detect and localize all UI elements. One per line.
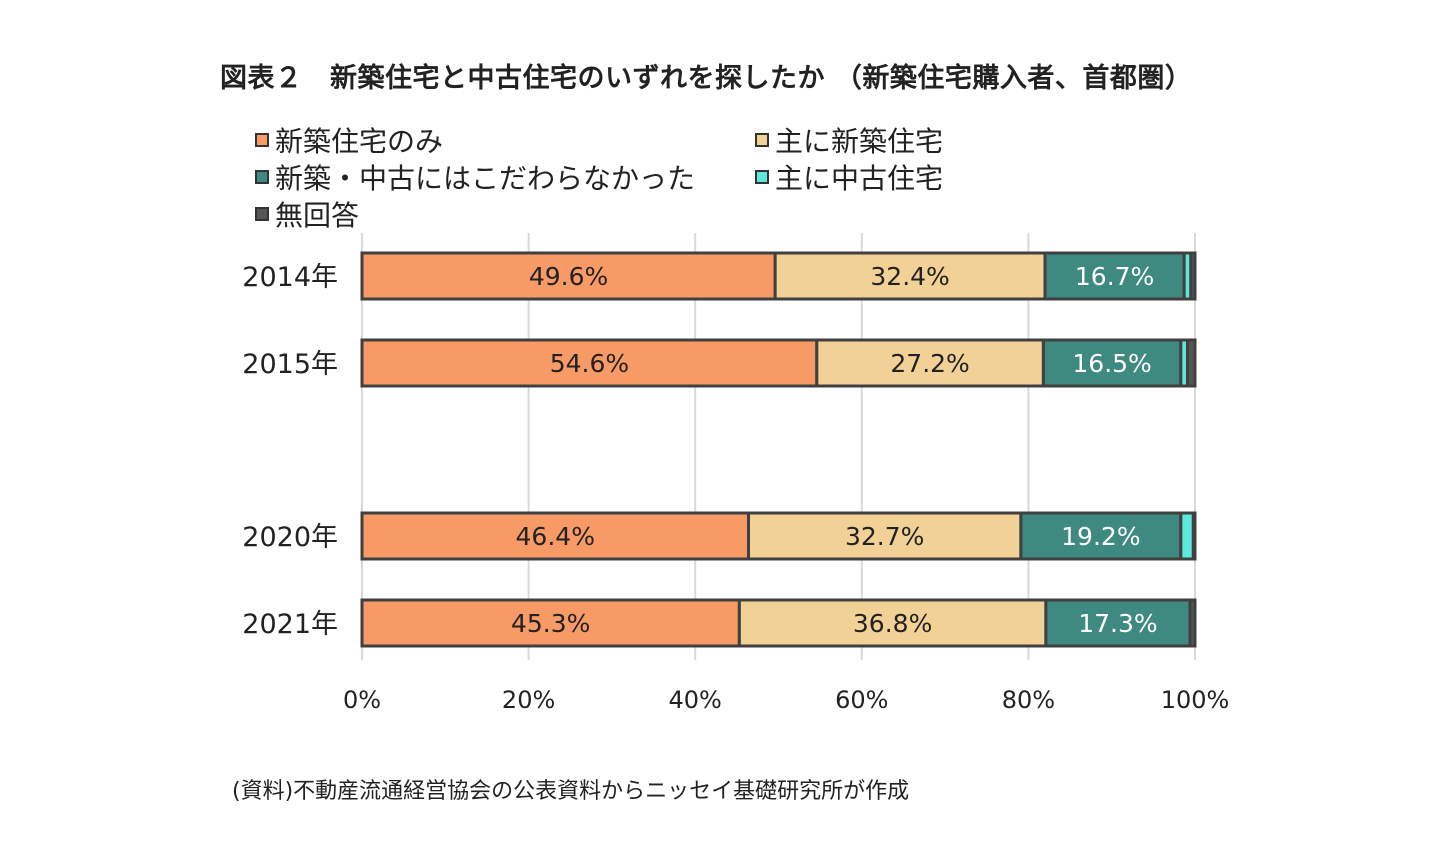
bar-segment xyxy=(1186,338,1197,388)
legend-swatch-mainly-shinchiku xyxy=(755,133,769,147)
category-label: 2021年 xyxy=(242,609,338,640)
bar-segment xyxy=(360,338,819,388)
legend-swatch-mainly-chuko xyxy=(755,170,769,184)
legend-label-no-answer: 無回答 xyxy=(275,199,360,232)
category-label: 2014年 xyxy=(242,262,338,293)
bar-segment xyxy=(360,598,741,648)
data-label: 49.6% xyxy=(529,262,608,291)
data-label: 32.7% xyxy=(845,522,924,551)
x-tick-label: 100% xyxy=(1161,686,1230,714)
data-label: 19.2% xyxy=(1061,522,1140,551)
bar-segment xyxy=(1191,511,1197,561)
category-label: 2020年 xyxy=(242,522,338,553)
legend-swatch-shinchiku-only xyxy=(255,133,269,147)
legend-label-mainly-chuko: 主に中古住宅 xyxy=(775,162,944,195)
data-label: 16.7% xyxy=(1075,262,1154,291)
data-label: 27.2% xyxy=(890,349,969,378)
legend-label-no-preference: 新築・中古にはこだわらなかった xyxy=(275,162,696,195)
legend-item-mainly-chuko: 主に中古住宅 xyxy=(755,157,943,197)
x-tick-label: 20% xyxy=(502,686,555,714)
bar-segment xyxy=(747,511,1023,561)
data-label: 32.4% xyxy=(870,262,949,291)
bar-segment xyxy=(360,511,751,561)
data-label: 36.8% xyxy=(853,609,932,638)
bar-segment xyxy=(1043,251,1186,301)
data-label: 45.3% xyxy=(511,609,590,638)
data-label: 46.4% xyxy=(516,522,595,551)
legend-item-shinchiku-only: 新築住宅のみ xyxy=(255,120,443,160)
category-label: 2015年 xyxy=(242,349,338,380)
bar-segment xyxy=(1019,511,1183,561)
legend-swatch-no-preference xyxy=(255,170,269,184)
legend-label-mainly-shinchiku: 主に新築住宅 xyxy=(775,125,944,158)
bar-segment xyxy=(360,251,777,301)
bar-segment xyxy=(1041,338,1183,388)
legend: 新築住宅のみ 主に新築住宅 新築・中古にはこだわらなかった 主に中古住宅 無回答 xyxy=(255,120,1015,232)
bar-segment xyxy=(737,598,1048,648)
data-label: 17.3% xyxy=(1078,609,1157,638)
legend-swatch-no-answer xyxy=(255,207,269,221)
x-tick-label: 0% xyxy=(343,686,381,714)
source-note: (資料)不動産流通経営協会の公表資料からニッセイ基礎研究所が作成 xyxy=(232,779,910,804)
legend-item-no-answer: 無回答 xyxy=(255,194,359,234)
bar-segment xyxy=(1179,511,1195,561)
x-tick-label: 60% xyxy=(835,686,888,714)
data-label: 16.5% xyxy=(1072,349,1151,378)
data-label: 54.6% xyxy=(550,349,629,378)
bar-segment xyxy=(1188,598,1197,648)
legend-item-no-preference: 新築・中古にはこだわらなかった xyxy=(255,157,695,197)
legend-item-mainly-shinchiku: 主に新築住宅 xyxy=(755,120,943,160)
chart-title: 図表２ 新築住宅と中古住宅のいずれを探したか （新築住宅購入者、首都圏） xyxy=(220,63,1193,94)
legend-label-shinchiku-only: 新築住宅のみ xyxy=(275,125,444,158)
x-tick-label: 80% xyxy=(1002,686,1055,714)
bar-segment xyxy=(815,338,1045,388)
bar-segment xyxy=(1189,251,1197,301)
x-tick-label: 40% xyxy=(669,686,722,714)
